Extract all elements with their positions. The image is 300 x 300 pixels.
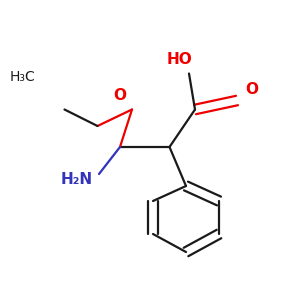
Text: HO: HO xyxy=(167,52,193,68)
Text: H₃C: H₃C xyxy=(10,70,35,84)
Text: H₂N: H₂N xyxy=(60,172,93,188)
Text: O: O xyxy=(113,88,127,103)
Text: O: O xyxy=(245,82,259,98)
